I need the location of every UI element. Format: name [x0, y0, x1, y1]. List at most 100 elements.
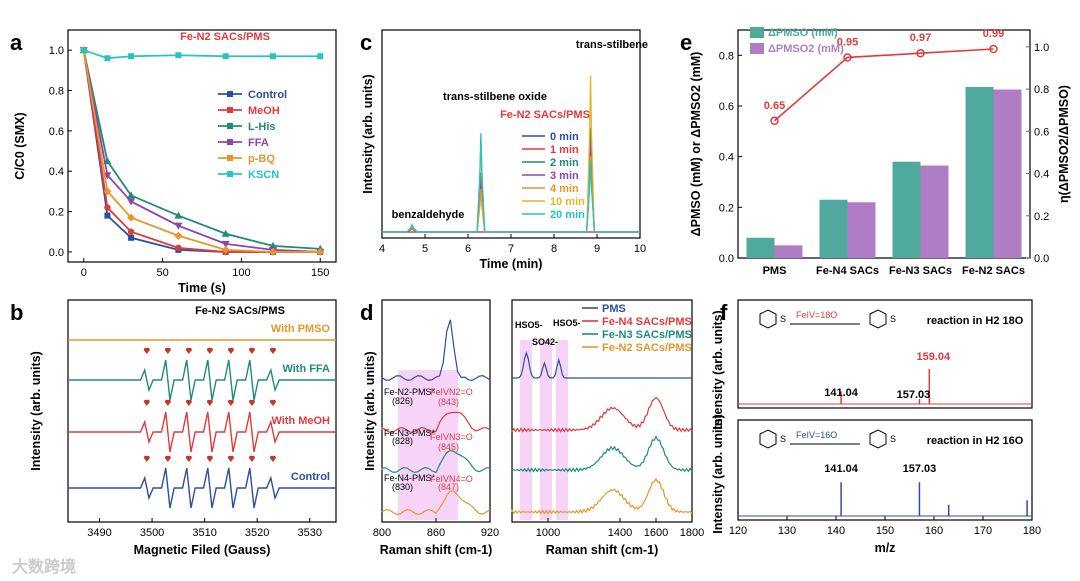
legend-swatch — [750, 27, 764, 38]
legend-label: 2 min — [550, 157, 579, 169]
series-line-FFA — [82, 50, 321, 253]
eta-label: 0.97 — [910, 32, 931, 44]
plot-frame-top — [737, 299, 1033, 409]
reagent-label: FeIV=18O — [796, 310, 837, 320]
annotation-benzaldehyde: benzaldehyde — [392, 209, 465, 221]
legend-title: Fe-N2 SACs/PMS — [500, 109, 590, 121]
x-tick-label: 8 — [551, 243, 557, 255]
series-line-Control — [82, 50, 321, 253]
x-tick-label: 920 — [481, 527, 499, 539]
trace-label: With PMSO — [271, 323, 331, 335]
heart-marker — [143, 455, 150, 462]
legend-label: ΔPMSO (mM) — [768, 27, 838, 39]
heart-marker — [164, 455, 171, 462]
peak-annotation: (843) — [438, 397, 459, 407]
heart-marker — [227, 399, 234, 406]
legend-label: 4 min — [550, 183, 579, 195]
data-point — [104, 55, 111, 62]
peak-annotation: (826) — [392, 396, 413, 406]
legend-swatch — [750, 43, 764, 54]
legend-label: p-BQ — [248, 153, 275, 165]
raman-right-PMS — [512, 351, 692, 379]
bar-dpmso2 — [920, 165, 949, 258]
panel-d-letter: d — [360, 300, 373, 325]
raman-right-Fe-N4 SACs/PMS — [511, 396, 693, 434]
legend-label: ΔPMSO2 (mM) — [768, 43, 844, 55]
x-tick-label: 6 — [465, 243, 471, 255]
y-tick-label: 0.2 — [49, 207, 64, 219]
x-axis-label: Time (s) — [178, 281, 226, 295]
data-point — [316, 247, 325, 256]
peak-annotation: Fe-N4-PMS* — [384, 473, 436, 483]
y-axis-label: Intensity (arb. units) — [363, 351, 377, 470]
y-tick-label: 0.0 — [719, 253, 734, 265]
peak-annotation: (830) — [392, 482, 413, 492]
heart-marker — [164, 399, 171, 406]
reagent-label: FeIV=16O — [796, 430, 837, 440]
heart-marker — [269, 399, 276, 406]
peak-annotation: (847) — [438, 482, 459, 492]
panel-c-chart: 4 5 6 7 8 9 10 Time (min) Intensity (arb. units)… — [361, 29, 648, 271]
data-point — [175, 52, 182, 59]
data-point — [222, 53, 229, 60]
epr-trace-Control — [68, 467, 336, 509]
panel-f-letter: f — [720, 300, 728, 325]
series-line-KSCN — [83, 49, 321, 60]
peak-annotation: (828) — [392, 436, 413, 446]
y-tick-label: 0.4 — [719, 152, 734, 164]
peak-annotation: FeIVN2=O — [430, 387, 473, 397]
bar-dpmso2 — [774, 245, 803, 258]
panel-f-chart: 120 130 140 150 160 170 180 m/z Intensity (arb. … — [711, 299, 1041, 555]
chart-title: Fe-N2 SACs/PMS — [195, 305, 285, 317]
plot-frame — [737, 29, 1031, 259]
data-point — [127, 198, 136, 206]
category-label: PMS — [763, 265, 787, 277]
x-axis-label: m/z — [875, 541, 896, 555]
series-line-MeOH — [82, 50, 321, 253]
heart-marker — [185, 399, 192, 406]
reaction-label-bottom: reaction in H2 16O — [927, 435, 1024, 447]
watermark: 大数跨境 — [12, 557, 76, 576]
data-point — [221, 240, 230, 248]
y-tick-label: 1.0 — [49, 45, 64, 57]
eta-label: 0.65 — [764, 100, 785, 112]
panel-d-chart: 800 860 920 1000 1400 1600 1800 Raman shift (cm… — [363, 299, 704, 557]
peak-label: HSO5- — [553, 318, 581, 328]
data-point — [80, 47, 87, 54]
heart-marker — [143, 399, 150, 406]
legend-label: Control — [248, 89, 287, 101]
legend-label: FFA — [248, 137, 269, 149]
peak-label: 159.04 — [916, 351, 951, 363]
y2-tick-label: 0.8 — [1034, 84, 1049, 96]
x-tick-label: 3500 — [140, 527, 164, 539]
panel-a-chart: 0 50 100 150 0.0 0.2 0.4 0.6 0.8 1.0 Time (s) C/C0 … — [13, 29, 337, 295]
x-tick-label: 130 — [778, 525, 796, 537]
x-tick-label: 150 — [876, 525, 894, 537]
x-tick-label: 170 — [974, 525, 992, 537]
y-tick-label: 0.8 — [719, 50, 734, 62]
x-tick-label: 100 — [232, 267, 250, 279]
legend-label: 20 min — [550, 209, 585, 221]
panel-b-chart: 3490 3500 3510 3520 3530 Magnetic Filed (Gaus… — [29, 299, 337, 557]
heart-marker — [269, 347, 276, 354]
raman-right-Fe-N2 SACs/PMS — [511, 477, 693, 515]
legend-label: 3 min — [550, 170, 579, 182]
x-tick-label: 160 — [925, 525, 943, 537]
sulfur-atom: S — [890, 314, 896, 324]
sulfur-atom: S — [890, 434, 896, 444]
bar-dpmso — [965, 87, 994, 258]
peak-annotation: FeIVN4=O — [430, 474, 473, 484]
heart-marker — [227, 455, 234, 462]
eta-point — [770, 116, 779, 126]
legend-label: 10 min — [550, 196, 585, 208]
data-point — [174, 222, 183, 230]
y2-tick-label: 1.0 — [1034, 42, 1049, 54]
x-tick-label: 1400 — [608, 527, 632, 539]
annotation-stilbene-oxide: trans-stilbene oxide — [443, 91, 547, 103]
epr-trace-With MeOH — [68, 411, 336, 453]
x-tick-label: 50 — [156, 267, 168, 279]
eta-label: 0.99 — [983, 28, 1004, 40]
bar-dpmso2 — [847, 202, 876, 258]
bar-dpmso — [746, 237, 775, 258]
bar-dpmso2 — [993, 89, 1022, 259]
